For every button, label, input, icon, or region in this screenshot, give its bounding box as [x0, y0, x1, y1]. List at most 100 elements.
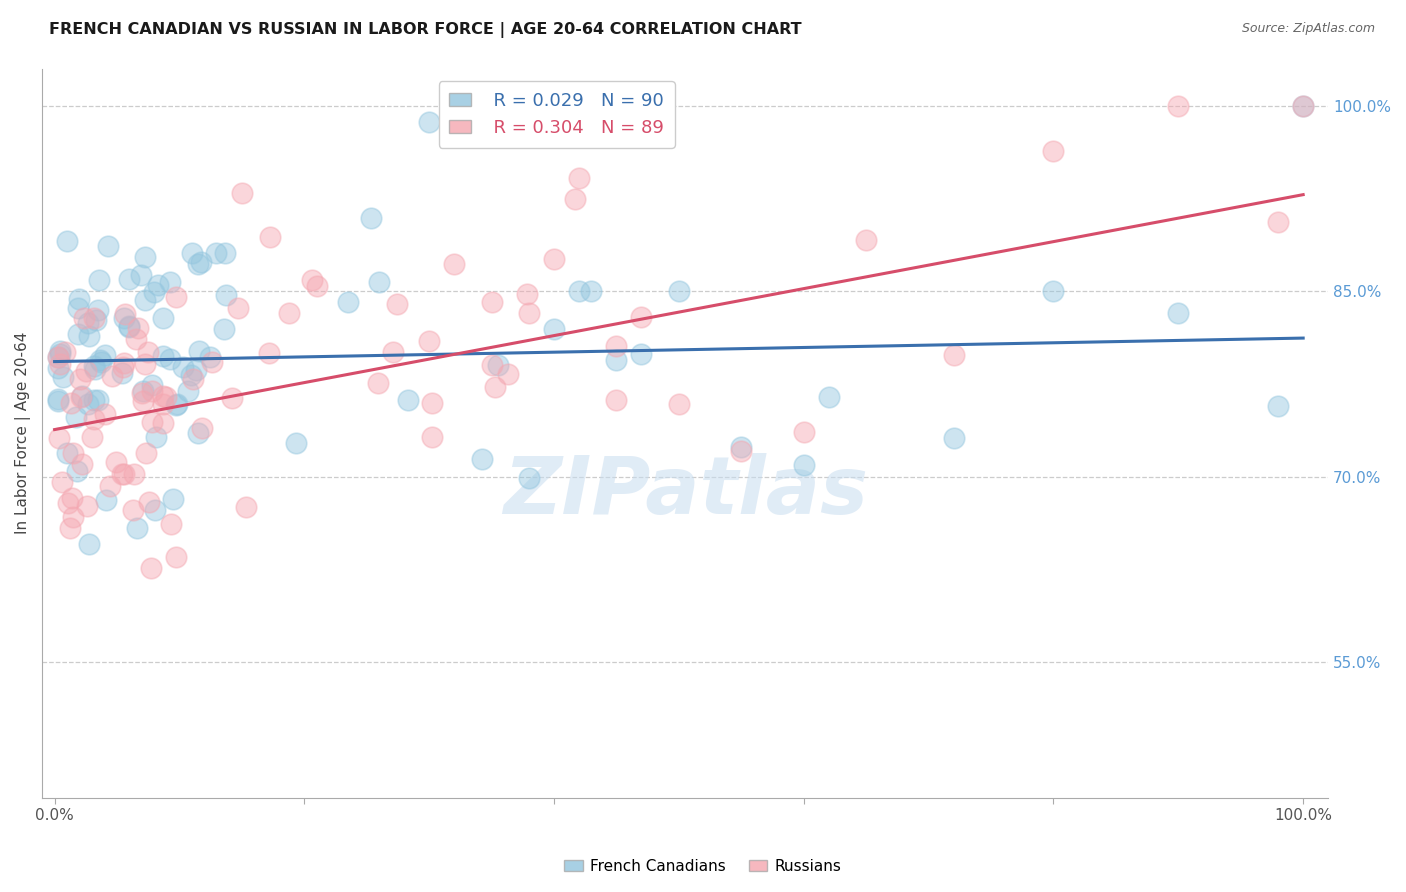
Point	[131, 385, 153, 400]
Point	[605, 392, 627, 407]
Point	[114, 306, 136, 320]
Point	[301, 272, 323, 286]
Point	[59, 521, 82, 535]
Y-axis label: In Labor Force | Age 20-64: In Labor Force | Age 20-64	[15, 332, 31, 534]
Point	[49, 344, 72, 359]
Point	[166, 397, 188, 411]
Point	[129, 268, 152, 282]
Point	[138, 345, 160, 359]
Point	[77, 537, 100, 551]
Point	[543, 322, 565, 336]
Point	[65, 409, 87, 424]
Point	[118, 272, 141, 286]
Point	[118, 320, 141, 334]
Point	[62, 446, 84, 460]
Point	[111, 467, 134, 481]
Point	[100, 369, 122, 384]
Point	[630, 347, 652, 361]
Point	[187, 344, 209, 359]
Point	[94, 407, 117, 421]
Point	[420, 396, 443, 410]
Point	[125, 521, 148, 535]
Point	[90, 355, 112, 369]
Point	[226, 301, 249, 315]
Point	[94, 348, 117, 362]
Point	[730, 443, 752, 458]
Point	[70, 390, 93, 404]
Point	[89, 352, 111, 367]
Point	[165, 398, 187, 412]
Point	[86, 302, 108, 317]
Point	[48, 431, 70, 445]
Point	[143, 285, 166, 299]
Point	[76, 499, 98, 513]
Point	[122, 503, 145, 517]
Point	[1042, 284, 1064, 298]
Point	[1042, 144, 1064, 158]
Legend:   R = 0.029   N = 90,   R = 0.304   N = 89: R = 0.029 N = 90, R = 0.304 N = 89	[439, 81, 675, 148]
Point	[60, 491, 83, 505]
Point	[668, 397, 690, 411]
Point	[139, 560, 162, 574]
Point	[138, 495, 160, 509]
Point	[730, 440, 752, 454]
Point	[48, 347, 70, 361]
Point	[56, 446, 79, 460]
Point	[46, 350, 69, 364]
Point	[67, 293, 90, 307]
Point	[72, 310, 94, 325]
Point	[172, 360, 194, 375]
Point	[1167, 306, 1189, 320]
Point	[84, 361, 107, 376]
Point	[855, 233, 877, 247]
Point	[152, 417, 174, 431]
Point	[112, 467, 135, 481]
Point	[118, 318, 141, 333]
Point	[284, 436, 307, 450]
Point	[87, 273, 110, 287]
Point	[152, 310, 174, 325]
Legend: French Canadians, Russians: French Canadians, Russians	[558, 853, 848, 880]
Point	[942, 431, 965, 445]
Point	[51, 475, 73, 489]
Point	[817, 390, 839, 404]
Point	[49, 357, 72, 371]
Point	[180, 368, 202, 382]
Text: Source: ZipAtlas.com: Source: ZipAtlas.com	[1241, 22, 1375, 36]
Point	[231, 186, 253, 200]
Point	[471, 451, 494, 466]
Point	[481, 294, 503, 309]
Point	[146, 277, 169, 292]
Point	[177, 384, 200, 398]
Point	[83, 412, 105, 426]
Point	[83, 359, 105, 373]
Point	[418, 334, 440, 348]
Point	[62, 510, 84, 524]
Point	[134, 251, 156, 265]
Point	[96, 493, 118, 508]
Point	[630, 310, 652, 325]
Point	[481, 359, 503, 373]
Point	[141, 415, 163, 429]
Point	[155, 390, 177, 404]
Point	[517, 471, 540, 485]
Point	[70, 389, 93, 403]
Point	[367, 376, 389, 391]
Point	[131, 394, 153, 409]
Point	[69, 372, 91, 386]
Point	[141, 378, 163, 392]
Point	[165, 290, 187, 304]
Point	[56, 235, 79, 249]
Point	[257, 346, 280, 360]
Point	[84, 313, 107, 327]
Point	[186, 425, 208, 440]
Point	[135, 446, 157, 460]
Point	[198, 350, 221, 364]
Point	[418, 115, 440, 129]
Point	[259, 229, 281, 244]
Point	[190, 255, 212, 269]
Point	[181, 372, 204, 386]
Point	[76, 397, 98, 411]
Point	[165, 549, 187, 564]
Point	[605, 339, 627, 353]
